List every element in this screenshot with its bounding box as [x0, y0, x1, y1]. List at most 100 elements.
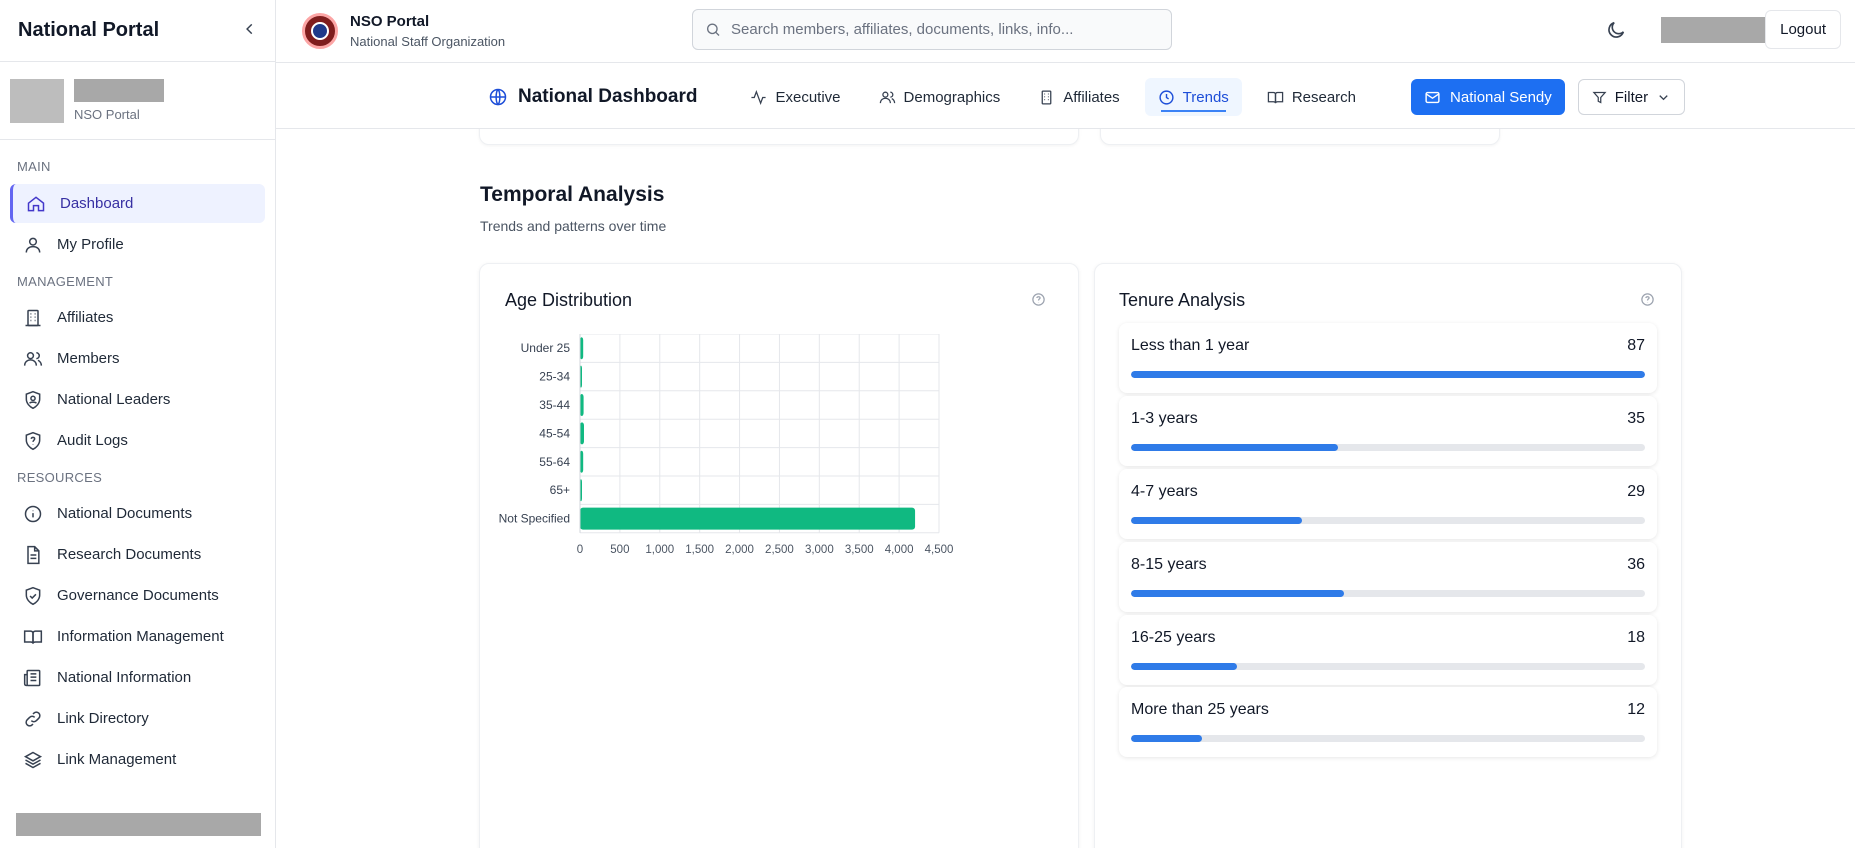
tenure-row: More than 25 years 12 [1119, 687, 1657, 757]
tenure-row: Less than 1 year 87 [1119, 323, 1657, 393]
search-input[interactable] [731, 21, 1159, 38]
tenure-value: 18 [1627, 629, 1645, 646]
card-title: Age Distribution [505, 290, 633, 310]
home-icon [27, 195, 45, 211]
bar[interactable] [580, 422, 584, 445]
x-tick-label: 4,000 [885, 544, 914, 556]
top-bar: NSO Portal National Staff Organization L… [276, 0, 1855, 63]
tenure-row: 4-7 years 29 [1119, 469, 1657, 539]
bar[interactable] [580, 394, 584, 416]
shield-question-icon [25, 431, 41, 450]
section-title: Temporal Analysis [480, 183, 665, 206]
tenure-progress-track [1131, 735, 1645, 742]
page-title-text: National Dashboard [518, 86, 698, 107]
age-distribution-chart: 0 500 1,000 1,500 2,000 2,500 3,000 3,500 4,000 4… [499, 334, 953, 556]
info-icon [24, 505, 42, 522]
bar[interactable] [580, 450, 584, 473]
tab-executive[interactable]: Executive [737, 78, 853, 116]
tenure-value: 12 [1627, 701, 1645, 718]
filter-button[interactable]: Filter [1577, 79, 1686, 115]
sidebar-item-link-management[interactable]: Link Management [10, 740, 265, 779]
logo-icon [302, 13, 338, 49]
y-category-label: 55-64 [539, 455, 570, 469]
sidebar-item-label: Governance Documents [57, 587, 219, 604]
tab-label: Executive [775, 88, 841, 106]
sidebar-item-audit[interactable]: Audit Logs [10, 421, 265, 460]
tenure-progress-fill [1131, 444, 1338, 451]
tenure-value: 35 [1627, 410, 1645, 427]
book-open-icon [23, 629, 43, 644]
section-label-main: MAIN [17, 158, 51, 174]
sidebar-item-affiliates[interactable]: Affiliates [10, 298, 265, 337]
national-sendy-label: National Sendy [1450, 88, 1552, 106]
tenure-label: Less than 1 year [1131, 337, 1250, 354]
globe-icon [489, 88, 507, 106]
help-circle-icon[interactable] [1031, 292, 1046, 307]
age-distribution-card: Age Distribution 0 500 1,000 1,500 2,000 2,50… [479, 263, 1079, 848]
sidebar-item-label: National Leaders [57, 391, 171, 408]
y-category-label: 45-54 [539, 426, 570, 440]
y-category-label: Under 25 [521, 341, 571, 355]
national-sendy-button[interactable]: National Sendy [1411, 79, 1565, 115]
sidebar-item-leaders[interactable]: National Leaders [10, 380, 265, 419]
tab-demographics[interactable]: Demographics [866, 78, 1014, 116]
tenure-progress-fill [1131, 371, 1645, 378]
page-title: National Dashboard [488, 86, 697, 108]
user-icon [25, 237, 41, 253]
tab-research[interactable]: Research [1254, 78, 1369, 116]
x-tick-label: 3,000 [805, 544, 834, 556]
newspaper-icon [23, 669, 41, 686]
bar[interactable] [580, 507, 916, 530]
file-text-icon [27, 545, 40, 564]
sidebar-item-label: Dashboard [60, 195, 134, 212]
sidebar-item-information-management[interactable]: Information Management [10, 617, 265, 656]
building-icon [1041, 89, 1052, 105]
sidebar-item-profile[interactable]: My Profile [10, 225, 265, 264]
moon-icon[interactable] [1605, 19, 1627, 41]
tenure-progress-fill [1131, 735, 1202, 742]
y-category-label: Not Specified [499, 512, 570, 526]
bar[interactable] [580, 337, 584, 360]
tab-label: Research [1291, 88, 1357, 106]
tab-label: Affiliates [1063, 88, 1120, 106]
sidebar-item-members[interactable]: Members [10, 339, 265, 378]
sidebar-item-governance-documents[interactable]: Governance Documents [10, 576, 265, 615]
filter-icon [1592, 91, 1607, 104]
brand[interactable]: NSO Portal National Staff Organization [302, 13, 692, 49]
tenure-value: 36 [1627, 556, 1645, 573]
sidebar: National Portal NSO Portal MAIN Dashboar… [0, 0, 276, 848]
tenure-row: 1-3 years 35 [1119, 396, 1657, 466]
x-tick-label: 2,000 [725, 544, 754, 556]
sidebar-item-research-documents[interactable]: Research Documents [10, 535, 265, 574]
dashboard-nav: National Dashboard Executive Demographic… [276, 63, 1855, 129]
chevron-down-icon [1659, 94, 1668, 100]
tenure-value: 87 [1627, 337, 1645, 354]
tab-trends[interactable]: Trends [1144, 78, 1242, 116]
search-box[interactable] [692, 9, 1172, 50]
sidebar-item-national-information[interactable]: National Information [10, 658, 265, 697]
tenure-label: 1-3 years [1131, 410, 1198, 427]
tenure-progress-fill [1131, 590, 1344, 597]
logout-button[interactable]: Logout [1765, 10, 1841, 49]
help-circle-icon[interactable] [1640, 292, 1655, 307]
building-icon [25, 309, 41, 326]
collapse-sidebar-icon[interactable] [243, 19, 257, 42]
user-name-redacted [74, 79, 164, 102]
x-tick-label: 1,000 [645, 544, 674, 556]
sidebar-item-link-directory[interactable]: Link Directory [10, 699, 265, 738]
tab-label: Demographics [903, 88, 1001, 106]
users-icon [23, 351, 43, 366]
sidebar-header: National Portal [0, 0, 275, 62]
sidebar-item-national-documents[interactable]: National Documents [10, 494, 265, 533]
users-icon [879, 91, 895, 103]
tenure-label: 8-15 years [1131, 556, 1207, 573]
tenure-row: 16-25 years 18 [1119, 615, 1657, 685]
tenure-progress-track [1131, 590, 1645, 597]
tenure-value: 29 [1627, 483, 1645, 500]
tab-affiliates[interactable]: Affiliates [1025, 78, 1132, 116]
sidebar-user-card[interactable]: NSO Portal [0, 62, 275, 140]
sidebar-item-label: Link Management [57, 751, 177, 768]
card-remnant [479, 129, 1079, 145]
sidebar-item-dashboard[interactable]: Dashboard [10, 184, 265, 223]
y-category-label: 35-44 [539, 398, 570, 412]
